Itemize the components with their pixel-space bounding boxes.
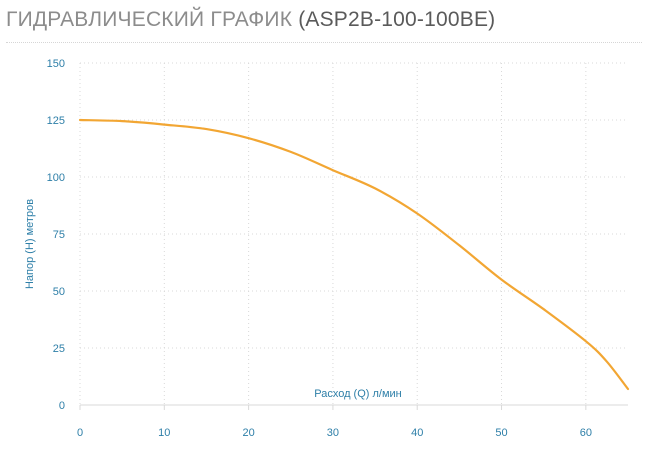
x-tick-label: 0: [77, 427, 83, 439]
x-axis-title: Расход (Q) л/мин: [314, 388, 402, 400]
axes: 0 25 50 75 100 125 150 0 10 20 30 40 50 60: [47, 58, 592, 439]
head-flow-curve: [78, 118, 630, 391]
y-axis-title: Напор (H) метров: [24, 199, 36, 289]
chart-title: ГИДРАВЛИЧЕСКИЙ ГРАФИК (ASP2B-100-100BE): [6, 4, 495, 36]
x-tick-label: 60: [580, 427, 592, 439]
y-tick-label: 50: [53, 286, 65, 298]
x-tick-label: 10: [158, 427, 170, 439]
x-tick-label: 20: [242, 427, 254, 439]
x-tick-label: 50: [495, 427, 507, 439]
chart-model-label: (ASP2B-100-100BE): [298, 8, 496, 31]
chart-title-text: ГИДРАВЛИЧЕСКИЙ ГРАФИК: [6, 8, 293, 31]
x-tick-label: 40: [411, 427, 423, 439]
y-tick-label: 25: [53, 343, 65, 355]
grid: [79, 62, 628, 406]
x-tick-label: 30: [327, 427, 339, 439]
y-tick-label: 0: [59, 400, 65, 412]
series-layer: [78, 118, 630, 391]
y-tick-label: 125: [47, 115, 65, 127]
y-tick-label: 75: [53, 229, 65, 241]
y-tick-label: 150: [47, 58, 65, 70]
title-divider: [6, 42, 642, 43]
y-tick-label: 100: [47, 172, 65, 184]
